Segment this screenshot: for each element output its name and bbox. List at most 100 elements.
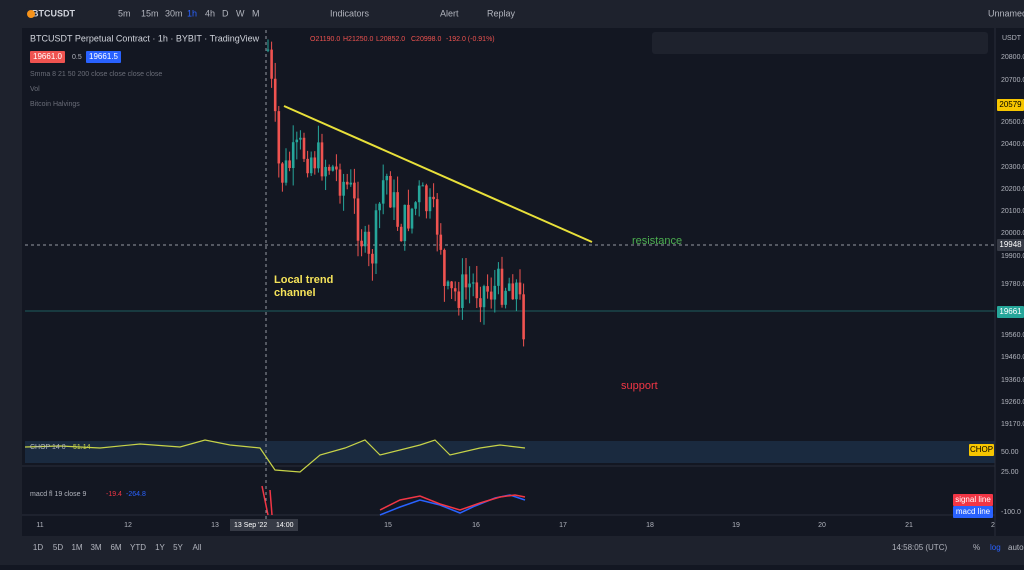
left-toolbar — [0, 28, 22, 565]
trend-line — [283, 105, 593, 243]
range-button[interactable]: 5D — [53, 543, 63, 552]
price-label: 19460.0 — [1001, 354, 1024, 361]
annotation-channel: channel — [274, 287, 316, 299]
time-label: 21 — [905, 522, 913, 529]
candle-body — [464, 274, 468, 288]
range-button[interactable]: 1M — [71, 543, 82, 552]
candle-body — [493, 285, 497, 300]
interval-button[interactable]: 4h — [205, 8, 215, 18]
candle-body — [396, 192, 399, 227]
chop-axis: 50.00 — [1001, 449, 1019, 456]
candle-body — [281, 163, 284, 183]
interval-button[interactable]: D — [222, 8, 229, 18]
candle-body — [306, 158, 309, 174]
price-tag-bg — [997, 239, 1024, 251]
price-label: 19360.0 — [1001, 377, 1024, 384]
percent-toggle[interactable]: % — [973, 543, 980, 552]
spread: 0.5 — [72, 54, 82, 61]
range-button[interactable]: 1D — [33, 543, 43, 552]
candle-body — [435, 199, 439, 235]
range-button[interactable]: All — [193, 543, 202, 552]
candle-body — [385, 175, 389, 181]
candle-body — [403, 204, 407, 242]
range-button[interactable]: 1Y — [155, 543, 165, 552]
candle-body — [277, 111, 281, 164]
price-tag-bg — [997, 99, 1024, 111]
candle-body — [475, 282, 479, 299]
interval-button[interactable]: W — [236, 8, 245, 18]
symbol-chip: BTCUSDT — [32, 8, 75, 18]
candle-body — [317, 142, 320, 169]
price-currency: USDT — [1002, 35, 1022, 42]
replay-button[interactable]: Replay — [487, 8, 516, 18]
macd-tag: signal line — [955, 495, 991, 504]
candle-body — [392, 192, 396, 208]
symbol-icon — [27, 10, 35, 18]
range-button[interactable]: 3M — [90, 543, 101, 552]
candle-body — [407, 204, 410, 229]
macd-value: -264.8 — [126, 491, 146, 498]
legend-ohlc: -192.0 (-0.91%) — [446, 36, 495, 43]
candle-body — [270, 49, 273, 79]
macd-spike — [261, 485, 273, 516]
candle-body — [482, 286, 486, 308]
study-legend: Bitcoin Halvings — [30, 101, 80, 108]
time-label: 15 — [384, 522, 392, 529]
candle-body — [371, 253, 374, 264]
interval-button[interactable]: M — [252, 8, 260, 18]
candle-body — [399, 226, 403, 242]
candle-body — [414, 202, 417, 209]
legend-ohlc: O21190.0 — [310, 36, 340, 43]
candle-body — [497, 268, 500, 286]
legend-ohlc: C20998.0 — [411, 36, 441, 43]
price-tag: 19661 — [999, 307, 1022, 316]
range-button[interactable]: 6M — [110, 543, 121, 552]
macd-tag-bg — [953, 494, 993, 506]
legend-ohlc: H21250.0 — [343, 36, 373, 43]
buy-price: 19661.5 — [89, 52, 118, 61]
range-button[interactable]: YTD — [130, 543, 146, 552]
interval-button[interactable]: 30m — [165, 8, 183, 18]
layout-name[interactable]: Unnamed — [988, 8, 1024, 18]
price-tag-bg — [997, 306, 1024, 318]
crosshair-time: 13 Sep '22 — [234, 522, 267, 529]
price-label: 20100.0 — [1001, 208, 1024, 215]
candle-body — [313, 157, 317, 169]
candle-body — [345, 181, 349, 185]
time-label: 13 — [211, 522, 219, 529]
time-label: 19 — [732, 522, 740, 529]
sell-price-bg — [30, 51, 65, 63]
time-label: 2 — [991, 522, 995, 529]
macd-tag: macd line — [956, 507, 991, 516]
candle-body — [299, 137, 302, 140]
macd-tag-bg — [953, 506, 993, 518]
price-label: 19780.0 — [1001, 281, 1024, 288]
chop-name: CHOP 14 0 — [30, 444, 66, 451]
study-legend: Smma 8 21 50 200 close close close close — [30, 71, 162, 78]
indicators-button[interactable]: Indicators — [330, 8, 370, 18]
candle-body — [504, 290, 507, 305]
time-label: 18 — [646, 522, 654, 529]
candle-body — [428, 196, 432, 212]
drawing-toolbar — [652, 32, 988, 54]
price-label: 19170.0 — [1001, 421, 1024, 428]
auto-toggle[interactable]: auto — [1008, 543, 1024, 552]
macd-axis: -100.0 — [1001, 509, 1021, 516]
log-toggle[interactable]: log — [990, 543, 1001, 552]
crosshair-time: 14:00 — [276, 522, 294, 529]
sell-price: 19661.0 — [33, 52, 62, 61]
interval-button[interactable]: 15m — [141, 8, 159, 18]
alert-button[interactable]: Alert — [440, 8, 459, 18]
interval-button[interactable]: 1h — [187, 8, 197, 18]
price-label: 20300.0 — [1001, 164, 1024, 171]
interval-button[interactable]: 5m — [118, 8, 131, 18]
candle-body — [450, 281, 453, 289]
candle-body — [284, 160, 288, 183]
candle-body — [515, 282, 518, 300]
symbol-chip-bg — [26, 8, 81, 20]
candle-body — [338, 169, 342, 196]
range-button[interactable]: 5Y — [173, 543, 183, 552]
